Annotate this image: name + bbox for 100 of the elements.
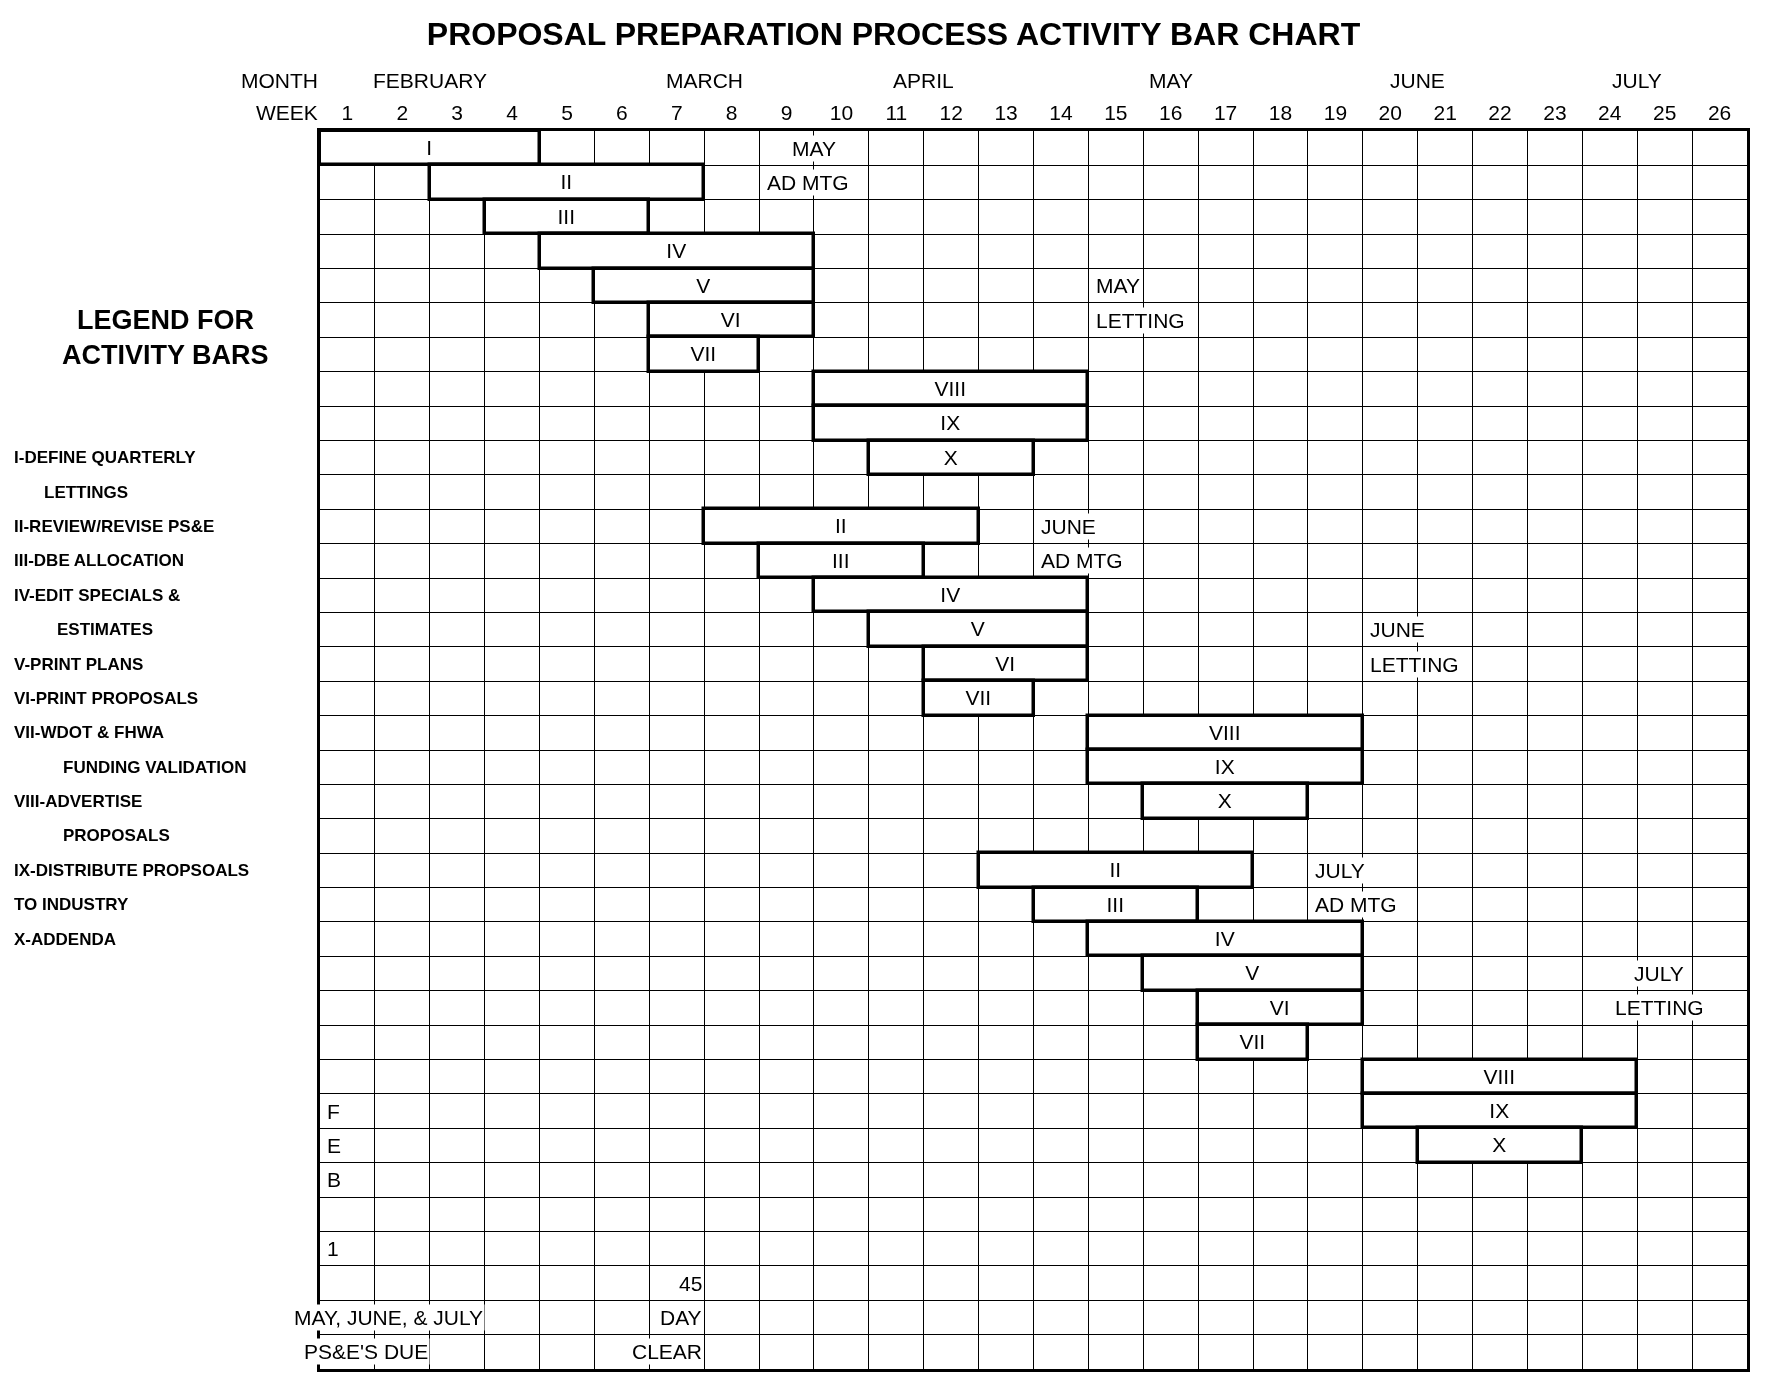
annotation: JUNE (1370, 618, 1425, 641)
data-label: II (834, 514, 847, 538)
annotation: CLEAR (632, 1340, 703, 1363)
x-tick-label: 11 (885, 100, 908, 124)
text: IX-DISTRIBUTE PROPSOALS (14, 861, 250, 880)
data-label: VII (1239, 1030, 1266, 1054)
annotation: 1 (327, 1237, 339, 1260)
data-label: V (970, 617, 985, 641)
data-label: VII (965, 686, 992, 710)
text: TO INDUSTRY (14, 895, 129, 914)
text: MAY (1149, 69, 1193, 92)
text: LETTINGS (44, 483, 129, 502)
data-label: VIII (1483, 1064, 1516, 1088)
annotation: AD MTG (1315, 893, 1397, 916)
x-tick-label: 23 (1543, 100, 1567, 124)
annotation: JULY (1634, 962, 1684, 985)
annotation: JULY (1315, 859, 1365, 882)
x-tick-label: 16 (1159, 100, 1183, 124)
data-label: VI (1269, 995, 1290, 1019)
text: MONTH (241, 69, 318, 92)
data-label: IV (940, 582, 961, 606)
text: LEGEND FOR (77, 305, 255, 335)
text: ACTIVITY BARS (62, 340, 269, 370)
data-label: IX (1489, 1098, 1510, 1122)
data-label: VI (995, 651, 1016, 675)
x-tick-label: 17 (1213, 100, 1238, 124)
text: II-REVIEW/REVISE PS&E (14, 517, 215, 536)
chart-title: PROPOSAL PREPARATION PROCESS ACTIVITY BAR CHART (426, 16, 1361, 53)
data-label: III (831, 548, 850, 572)
text: VII-WDOT & FHWA (14, 723, 165, 742)
annotation: JUNE (1041, 515, 1096, 538)
data-label: V (1245, 961, 1260, 985)
text: X-ADDENDA (14, 930, 116, 949)
text: V-PRINT PLANS (14, 655, 144, 674)
x-tick-label: 19 (1323, 100, 1348, 124)
x-tick-label: 13 (994, 100, 1018, 124)
data-label: IX (1214, 754, 1235, 778)
data-label: III (1106, 892, 1125, 916)
text: JULY (1612, 69, 1662, 92)
annotation: AD MTG (1041, 549, 1123, 572)
annotation: MAY (1096, 274, 1140, 297)
data-label: IV (1214, 926, 1235, 950)
text: FUNDING VALIDATION (63, 758, 247, 777)
x-tick-label: 20 (1378, 100, 1402, 124)
text: ESTIMATES (57, 620, 154, 639)
data-label: X (1217, 789, 1232, 813)
annotation: AD MTG (767, 171, 849, 194)
x-tick-label: 9 (780, 100, 793, 124)
x-tick-label: 12 (939, 100, 963, 124)
text: VIII-ADVERTISE (14, 792, 143, 811)
x-tick-label: 10 (829, 100, 854, 124)
data-label: VII (690, 342, 717, 366)
x-tick-label: 14 (1049, 100, 1073, 124)
text: PROPOSALS (63, 826, 170, 845)
annotation: LETTING (1096, 309, 1185, 332)
data-label: VIII (1208, 720, 1241, 744)
annotation: F (327, 1100, 340, 1123)
x-tick-label: 26 (1707, 100, 1732, 124)
data-label: X (943, 445, 958, 469)
x-tick-label: 21 (1433, 100, 1457, 124)
data-label: VI (720, 307, 741, 331)
text: MARCH (666, 69, 743, 92)
text: FEBRUARY (373, 69, 487, 92)
x-tick-label: 5 (561, 100, 573, 124)
x-tick-label: 25 (1652, 100, 1677, 124)
x-tick-label: 24 (1598, 100, 1622, 124)
x-tick-label: 1 (341, 100, 354, 124)
x-tick-label: 18 (1268, 100, 1293, 124)
data-label: II (560, 170, 573, 194)
x-tick-label: 8 (725, 100, 738, 124)
data-label: III (557, 204, 576, 228)
text: APRIL (893, 69, 954, 92)
annotation: MAY (792, 137, 836, 160)
x-axis-title: WEEK (256, 101, 318, 124)
annotation: MAY, JUNE, & JULY (294, 1306, 484, 1329)
x-tick-label: 15 (1104, 100, 1128, 124)
x-tick-label: 3 (451, 100, 464, 124)
annotation: E (327, 1134, 342, 1157)
annotation: B (327, 1168, 342, 1191)
data-label: IX (940, 411, 961, 435)
x-tick-label: 4 (506, 100, 519, 124)
annotation: LETTING (1370, 653, 1459, 676)
x-tick-label: 7 (670, 100, 683, 124)
x-tick-label: 6 (616, 100, 628, 124)
annotation: DAY (660, 1306, 702, 1329)
data-label: I (426, 135, 433, 159)
annotation: LETTING (1615, 996, 1704, 1019)
text: I-DEFINE QUARTERLY (14, 448, 197, 467)
text: JUNE (1390, 69, 1445, 92)
text: III-DBE ALLOCATION (14, 551, 184, 570)
annotation: PS&E'S DUE (304, 1340, 429, 1363)
data-label: II (1109, 858, 1122, 882)
data-label: X (1492, 1133, 1507, 1157)
text: IV-EDIT SPECIALS & (14, 586, 181, 605)
data-label: IV (666, 239, 687, 263)
text: VI-PRINT PROPOSALS (14, 689, 199, 708)
data-label: VIII (934, 376, 967, 400)
annotation: 45 (679, 1272, 703, 1295)
data-label: V (696, 273, 711, 297)
x-tick-label: 22 (1488, 100, 1512, 124)
